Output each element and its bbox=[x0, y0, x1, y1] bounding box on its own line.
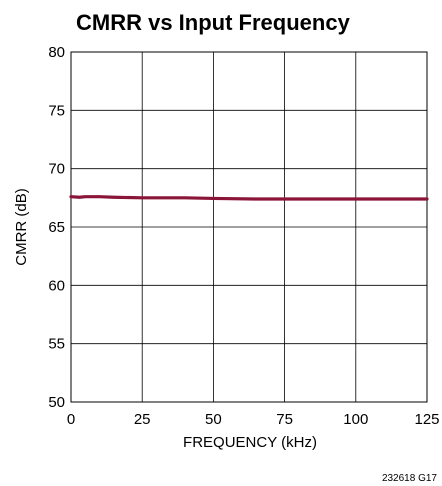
x-tick-label: 50 bbox=[205, 411, 222, 428]
x-tick-label: 75 bbox=[276, 411, 293, 428]
x-tick-label: 0 bbox=[67, 411, 75, 428]
x-tick-label: 125 bbox=[414, 411, 439, 428]
y-tick-label: 65 bbox=[48, 219, 65, 236]
x-axis-label: FREQUENCY (kHz) bbox=[183, 434, 317, 451]
y-tick-label: 70 bbox=[48, 161, 65, 178]
plot-frame bbox=[70, 51, 428, 403]
x-tick-label: 100 bbox=[343, 411, 368, 428]
y-axis-label: CMRR (dB) bbox=[13, 188, 30, 266]
y-tick-label: 60 bbox=[48, 277, 65, 294]
x-tick-label: 25 bbox=[134, 411, 151, 428]
figure-code: 232618 G17 bbox=[382, 473, 437, 484]
cmrr-series-line bbox=[69, 195, 429, 201]
y-tick-label: 75 bbox=[48, 102, 65, 119]
chart-title: CMRR vs Input Frequency bbox=[76, 10, 351, 35]
y-tick-label: 50 bbox=[48, 394, 65, 411]
grid bbox=[70, 51, 428, 403]
y-tick-label: 55 bbox=[48, 336, 65, 353]
y-tick-labels: 50 55 60 65 70 75 80 bbox=[48, 44, 65, 411]
y-tick-label: 80 bbox=[48, 44, 65, 61]
x-tick-labels: 0 25 50 75 100 125 bbox=[67, 411, 440, 428]
series-group bbox=[69, 195, 429, 201]
